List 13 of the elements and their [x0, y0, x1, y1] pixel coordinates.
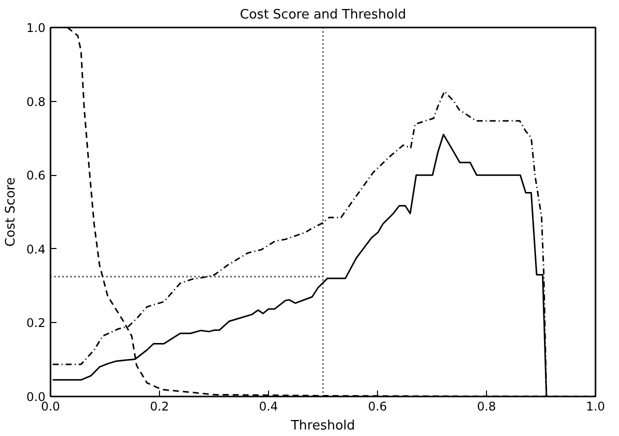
y-axis-title: Cost Score: [3, 177, 18, 247]
x-tick-label: 0.8: [476, 400, 496, 414]
x-axis-title: Threshold: [290, 418, 356, 434]
y-tick-label: 1.0: [26, 21, 46, 35]
y-tick-label: 0.8: [26, 94, 46, 109]
y-tick-label: 0.2: [26, 316, 46, 330]
y-tick-label: 0.6: [26, 168, 46, 183]
x-tick-label: 0.2: [150, 400, 170, 414]
x-tick-label: 0.6: [368, 400, 388, 414]
x-tick-label: 1.0: [586, 400, 606, 414]
x-tick-label: 0.4: [258, 400, 278, 414]
chart-title: Cost Score and Threshold: [240, 8, 406, 22]
y-tick-label: 0.4: [26, 242, 46, 256]
